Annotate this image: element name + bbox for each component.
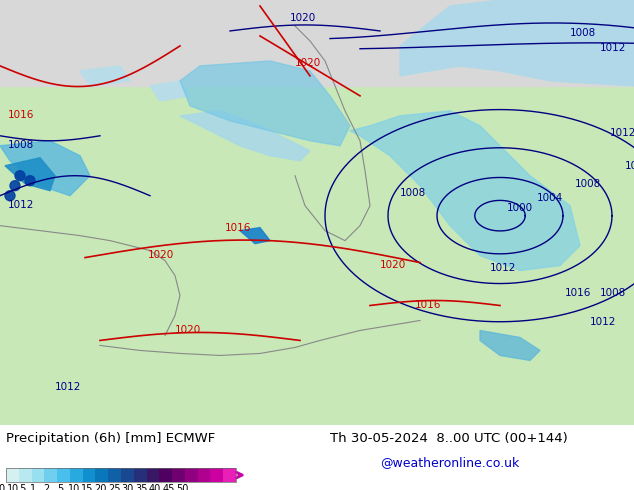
Bar (172, 468, 185, 482)
Text: 25: 25 (108, 484, 120, 490)
Text: 1000: 1000 (507, 203, 533, 214)
Text: 0.1: 0.1 (0, 484, 13, 490)
Bar (198, 468, 210, 482)
Bar (185, 468, 198, 482)
Polygon shape (350, 111, 580, 270)
Text: 1012: 1012 (590, 318, 616, 327)
Text: 1020: 1020 (290, 13, 316, 23)
Text: 50: 50 (176, 484, 188, 490)
Text: 1008: 1008 (8, 140, 34, 150)
Text: 1004: 1004 (536, 193, 562, 203)
Text: 1012: 1012 (55, 382, 81, 392)
Polygon shape (180, 61, 350, 146)
Text: @weatheronline.co.uk: @weatheronline.co.uk (380, 456, 519, 469)
Bar (159, 468, 172, 482)
Circle shape (25, 176, 35, 186)
Text: 1008: 1008 (600, 288, 626, 297)
Bar (32, 468, 44, 482)
Bar (19, 468, 32, 482)
Text: 1008: 1008 (400, 188, 426, 197)
Polygon shape (180, 111, 310, 161)
Text: 1012: 1012 (600, 43, 626, 53)
Text: 1008: 1008 (570, 28, 596, 38)
Bar (96, 468, 108, 482)
Text: 1: 1 (30, 484, 36, 490)
Bar (6, 468, 236, 482)
Polygon shape (480, 330, 540, 361)
Polygon shape (240, 228, 270, 244)
Circle shape (15, 171, 25, 181)
Bar (44, 468, 57, 482)
Bar (134, 468, 146, 482)
Polygon shape (0, 141, 90, 196)
Bar (6, 468, 19, 482)
Text: 1012: 1012 (490, 263, 516, 272)
Polygon shape (150, 81, 190, 101)
Text: 5: 5 (57, 484, 63, 490)
Text: 10: 10 (68, 484, 80, 490)
Bar (146, 468, 159, 482)
Text: 20: 20 (94, 484, 107, 490)
Text: 1020: 1020 (295, 58, 321, 68)
Polygon shape (400, 0, 634, 86)
Text: 1020: 1020 (380, 260, 406, 270)
Bar (108, 468, 121, 482)
Text: 45: 45 (162, 484, 174, 490)
Bar (121, 468, 134, 482)
Text: 15: 15 (81, 484, 93, 490)
Text: Precipitation (6h) [mm] ECMWF: Precipitation (6h) [mm] ECMWF (6, 432, 216, 445)
Text: 40: 40 (149, 484, 161, 490)
Text: 2: 2 (44, 484, 49, 490)
Text: 30: 30 (122, 484, 134, 490)
Bar (82, 468, 96, 482)
Text: 1012: 1012 (610, 128, 634, 138)
Circle shape (5, 191, 15, 201)
Bar (210, 468, 223, 482)
Text: 1008: 1008 (575, 179, 601, 189)
Text: 1012: 1012 (8, 199, 34, 210)
Text: 0.5: 0.5 (12, 484, 27, 490)
Text: 1016: 1016 (225, 222, 251, 233)
Bar (57, 468, 70, 482)
Text: 1016: 1016 (8, 110, 34, 120)
Text: 1020: 1020 (148, 249, 174, 260)
Text: 1016: 1016 (415, 299, 441, 310)
Text: 1016: 1016 (565, 288, 592, 297)
Polygon shape (5, 158, 55, 191)
Text: 1012: 1012 (624, 161, 634, 171)
Text: 35: 35 (135, 484, 148, 490)
Bar (70, 468, 82, 482)
Polygon shape (80, 66, 130, 86)
Circle shape (10, 181, 20, 191)
Text: Th 30-05-2024  8..00 UTC (00+144): Th 30-05-2024 8..00 UTC (00+144) (330, 432, 568, 445)
Text: 1020: 1020 (175, 325, 201, 336)
Bar (223, 468, 236, 482)
